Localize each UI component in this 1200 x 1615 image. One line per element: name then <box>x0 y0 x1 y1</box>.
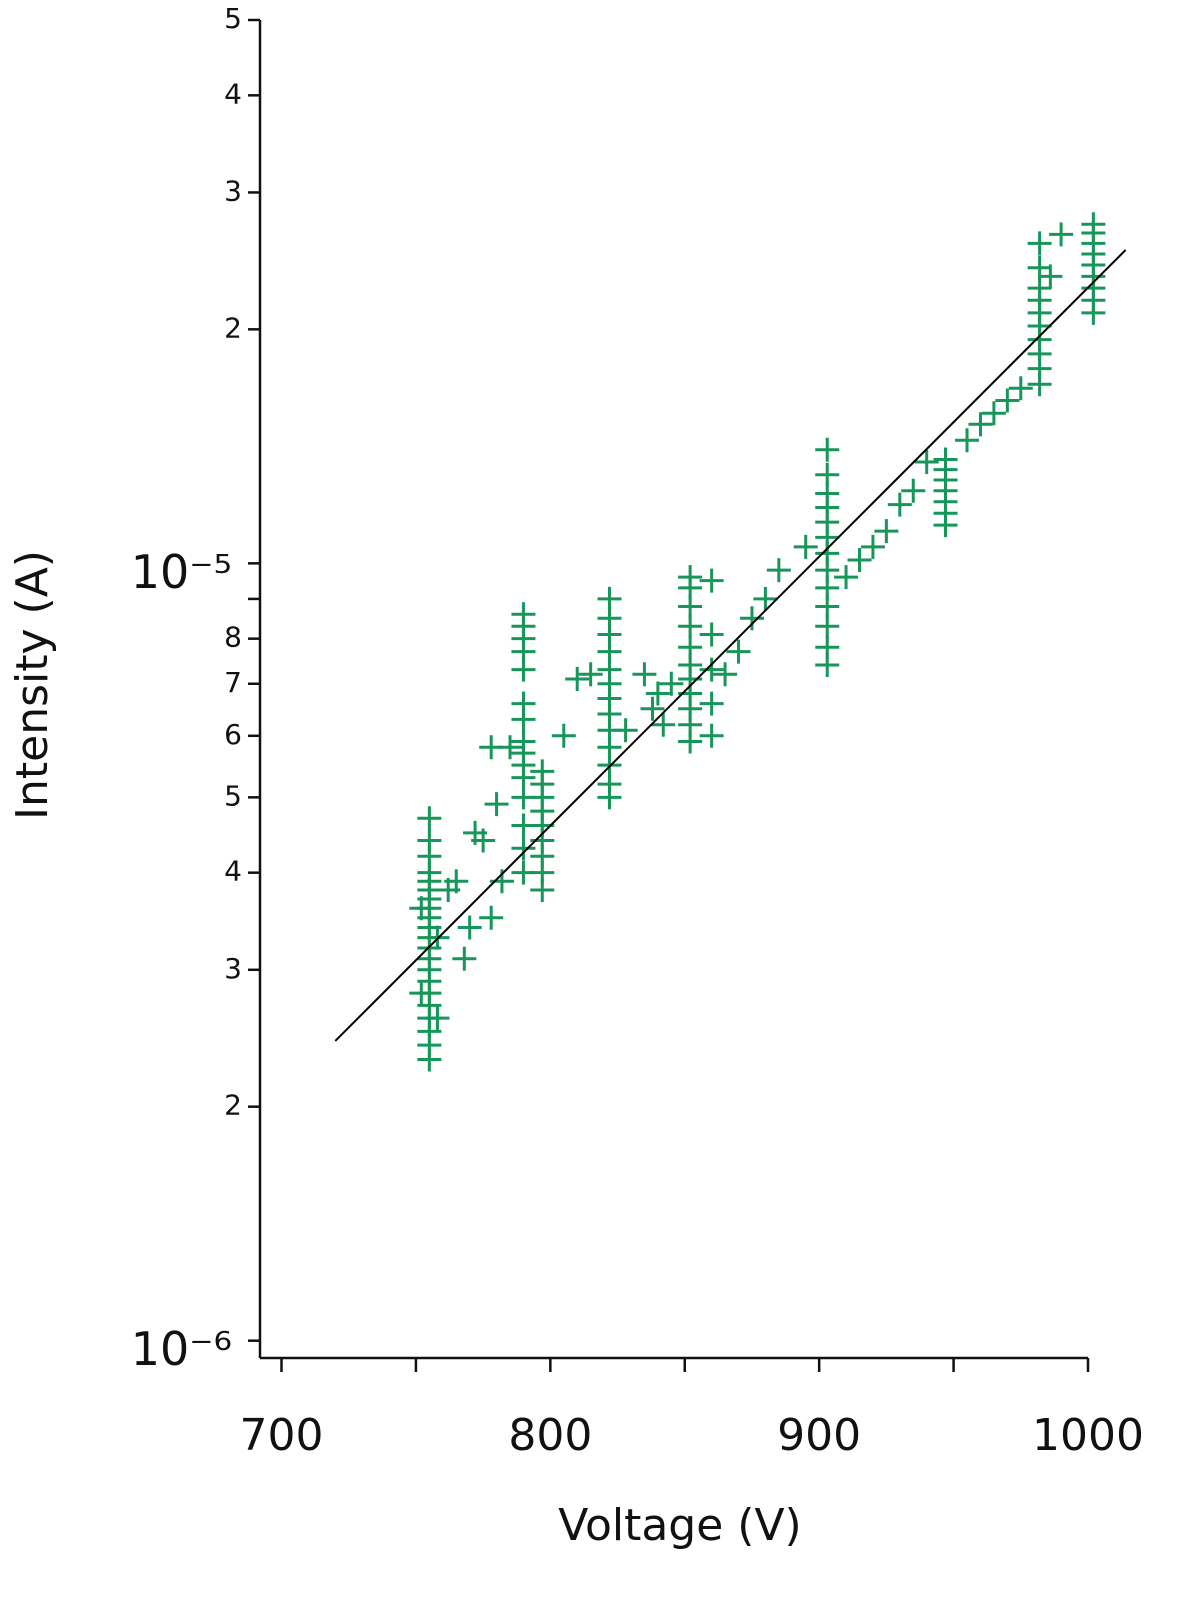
y-tick-label: 8 <box>224 621 242 654</box>
point <box>659 671 684 696</box>
point <box>815 437 840 462</box>
point <box>834 565 859 590</box>
y-tick-label: 2 <box>224 1089 242 1122</box>
y-tick-label: 10⁻⁶ <box>131 1322 232 1376</box>
point <box>815 635 840 660</box>
y-tick-label: 3 <box>224 952 242 985</box>
point <box>860 534 885 559</box>
point <box>511 836 536 861</box>
point <box>452 946 477 971</box>
point <box>933 447 958 472</box>
y-tick-label: 3 <box>224 174 242 207</box>
point <box>1008 376 1033 401</box>
point <box>815 462 840 487</box>
point <box>409 981 434 1006</box>
point <box>699 568 724 593</box>
point <box>726 639 751 664</box>
y-tick-label: 7 <box>224 666 242 699</box>
x-axis-label: Voltage (V) <box>558 1500 801 1551</box>
point <box>699 657 724 682</box>
point <box>968 412 993 437</box>
point <box>651 712 676 737</box>
point <box>981 401 1006 426</box>
point <box>713 662 738 687</box>
point <box>511 602 536 627</box>
point <box>766 558 791 583</box>
point <box>444 869 469 894</box>
point <box>739 606 764 631</box>
point <box>597 586 622 611</box>
point <box>699 622 724 647</box>
point <box>417 828 442 853</box>
point <box>511 691 536 716</box>
point <box>1081 212 1106 237</box>
point <box>640 696 665 721</box>
x-tick-label: 1000 <box>1032 1410 1144 1461</box>
point <box>955 428 980 453</box>
point <box>471 828 496 853</box>
point <box>425 1006 450 1031</box>
point <box>551 723 576 748</box>
fit-line <box>334 249 1127 1042</box>
x-tick-label: 900 <box>777 1410 861 1461</box>
x-tick-label: 700 <box>240 1410 324 1461</box>
y-tick-label: 2 <box>224 311 242 344</box>
point <box>874 519 899 544</box>
point <box>479 905 504 930</box>
point <box>632 662 657 687</box>
point <box>613 718 638 743</box>
point <box>1027 231 1052 256</box>
point <box>995 388 1020 413</box>
point <box>699 691 724 716</box>
y-tick-label: 4 <box>224 77 242 110</box>
point <box>847 547 872 572</box>
point <box>1049 222 1074 247</box>
point <box>699 723 724 748</box>
point <box>530 759 555 784</box>
point <box>417 806 442 831</box>
point <box>1027 276 1052 301</box>
x-tick-label: 800 <box>508 1410 592 1461</box>
point <box>1038 264 1063 289</box>
point <box>484 792 509 817</box>
y-tick-label: 5 <box>224 2 242 35</box>
point <box>678 635 703 660</box>
point <box>887 492 912 517</box>
point <box>565 666 590 691</box>
point <box>678 565 703 590</box>
point <box>901 478 926 503</box>
y-tick-label: 6 <box>224 718 242 751</box>
point <box>511 729 536 754</box>
y-tick-label: 10⁻⁵ <box>131 545 232 599</box>
point <box>498 735 523 760</box>
point <box>753 586 778 611</box>
y-axis-label: Intensity (A) <box>7 550 58 820</box>
point <box>409 896 434 921</box>
y-tick-label: 5 <box>224 779 242 812</box>
point <box>578 662 603 687</box>
point <box>457 915 482 940</box>
y-tick-label: 4 <box>224 855 242 888</box>
point <box>793 534 818 559</box>
point <box>645 681 670 706</box>
point <box>914 450 939 475</box>
